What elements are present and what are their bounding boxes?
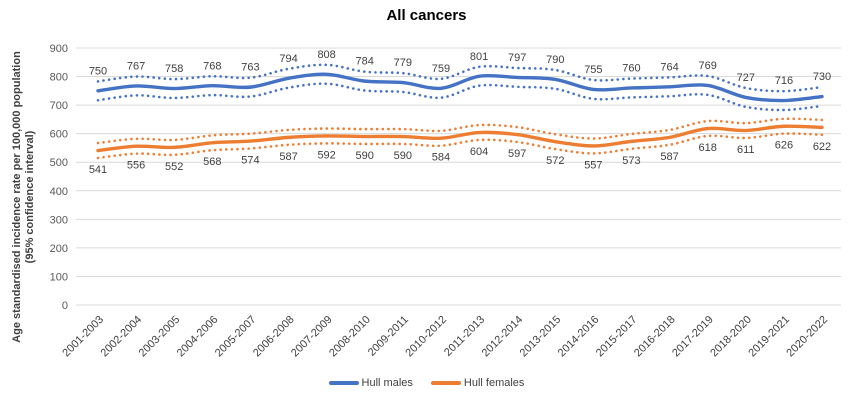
data-label-hull-males: 790 [546, 54, 564, 66]
data-label-hull-males: 794 [279, 53, 297, 65]
y-axis-title-line2: (95% confidence interval) [24, 130, 36, 263]
data-label-hull-females: 622 [813, 141, 831, 153]
ci-upper-hull-females [96, 117, 824, 145]
y-tick-label: 800 [50, 72, 68, 84]
data-label-hull-males: 759 [432, 63, 450, 75]
data-label-hull-females: 556 [127, 160, 145, 172]
data-label-hull-females: 618 [699, 142, 717, 154]
data-label-hull-females: 597 [508, 148, 526, 160]
data-label-hull-males: 808 [317, 49, 335, 61]
data-label-hull-males: 801 [470, 51, 488, 63]
data-label-hull-females: 626 [775, 140, 793, 152]
legend-swatch-females-line [430, 381, 461, 385]
legend: Hull males Hull females [0, 377, 853, 389]
data-label-hull-females: 604 [470, 146, 488, 158]
data-label-hull-males: 797 [508, 52, 526, 64]
x-tick-label: 2010-2012 [403, 314, 449, 360]
data-label-hull-males: 764 [660, 61, 678, 73]
data-label-hull-males: 769 [699, 60, 717, 72]
data-label-hull-females: 552 [165, 161, 183, 173]
y-tick-label: 200 [50, 243, 68, 255]
data-label-hull-males: 767 [127, 61, 145, 73]
y-tick-label: 400 [50, 186, 68, 198]
data-label-hull-males: 760 [622, 63, 640, 75]
data-label-hull-females: 611 [737, 144, 755, 156]
data-label-hull-males: 750 [89, 65, 107, 77]
ci-lower-hull-females [96, 132, 824, 160]
x-tick-label: 2008-2010 [327, 314, 373, 360]
data-label-hull-females: 541 [89, 164, 107, 176]
data-label-hull-females: 587 [279, 151, 297, 163]
y-tick-label: 100 [50, 271, 68, 283]
data-label-hull-males: 716 [775, 75, 793, 87]
series-line-hull-females [96, 124, 824, 153]
data-label-hull-females: 574 [241, 155, 259, 167]
chart-title: All cancers [386, 7, 467, 24]
data-label-hull-males: 763 [241, 62, 259, 74]
data-label-hull-males: 758 [165, 63, 183, 75]
data-label-hull-females: 572 [546, 155, 564, 167]
data-label-hull-males: 768 [203, 60, 221, 72]
data-label-hull-females: 568 [203, 156, 221, 168]
data-label-hull-males: 755 [584, 64, 602, 76]
data-label-hull-females: 590 [356, 150, 374, 162]
data-label-hull-females: 587 [660, 151, 678, 163]
data-label-hull-females: 557 [584, 159, 602, 171]
data-label-hull-females: 590 [394, 150, 412, 162]
ci-upper-hull-males [96, 63, 824, 93]
ci-lower-hull-males [96, 82, 824, 112]
legend-label-males: Hull males [361, 377, 413, 389]
y-tick-label: 600 [50, 129, 68, 141]
legend-item-hull-females: Hull females [430, 377, 525, 389]
data-label-hull-females: 592 [317, 149, 335, 161]
legend-label-females: Hull females [463, 377, 525, 389]
y-tick-label: 900 [50, 43, 68, 55]
data-label-hull-females: 584 [432, 152, 450, 164]
y-tick-label: 0 [62, 300, 68, 312]
data-label-hull-males: 784 [356, 56, 374, 68]
y-tick-label: 500 [50, 157, 68, 169]
data-label-hull-males: 727 [737, 72, 755, 84]
y-tick-label: 700 [50, 100, 68, 112]
series-line-hull-males [96, 72, 824, 103]
data-label-hull-males: 779 [394, 57, 412, 69]
y-axis-title-line1: Age standardised incidence rate per 100,… [11, 51, 23, 343]
x-tick-label: 2020-2022 [784, 314, 830, 360]
data-label-hull-females: 573 [622, 155, 640, 167]
data-label-hull-males: 730 [813, 71, 831, 83]
legend-item-hull-males: Hull males [328, 377, 413, 389]
y-tick-label: 300 [50, 214, 68, 226]
legend-swatch-males-line [328, 381, 359, 385]
